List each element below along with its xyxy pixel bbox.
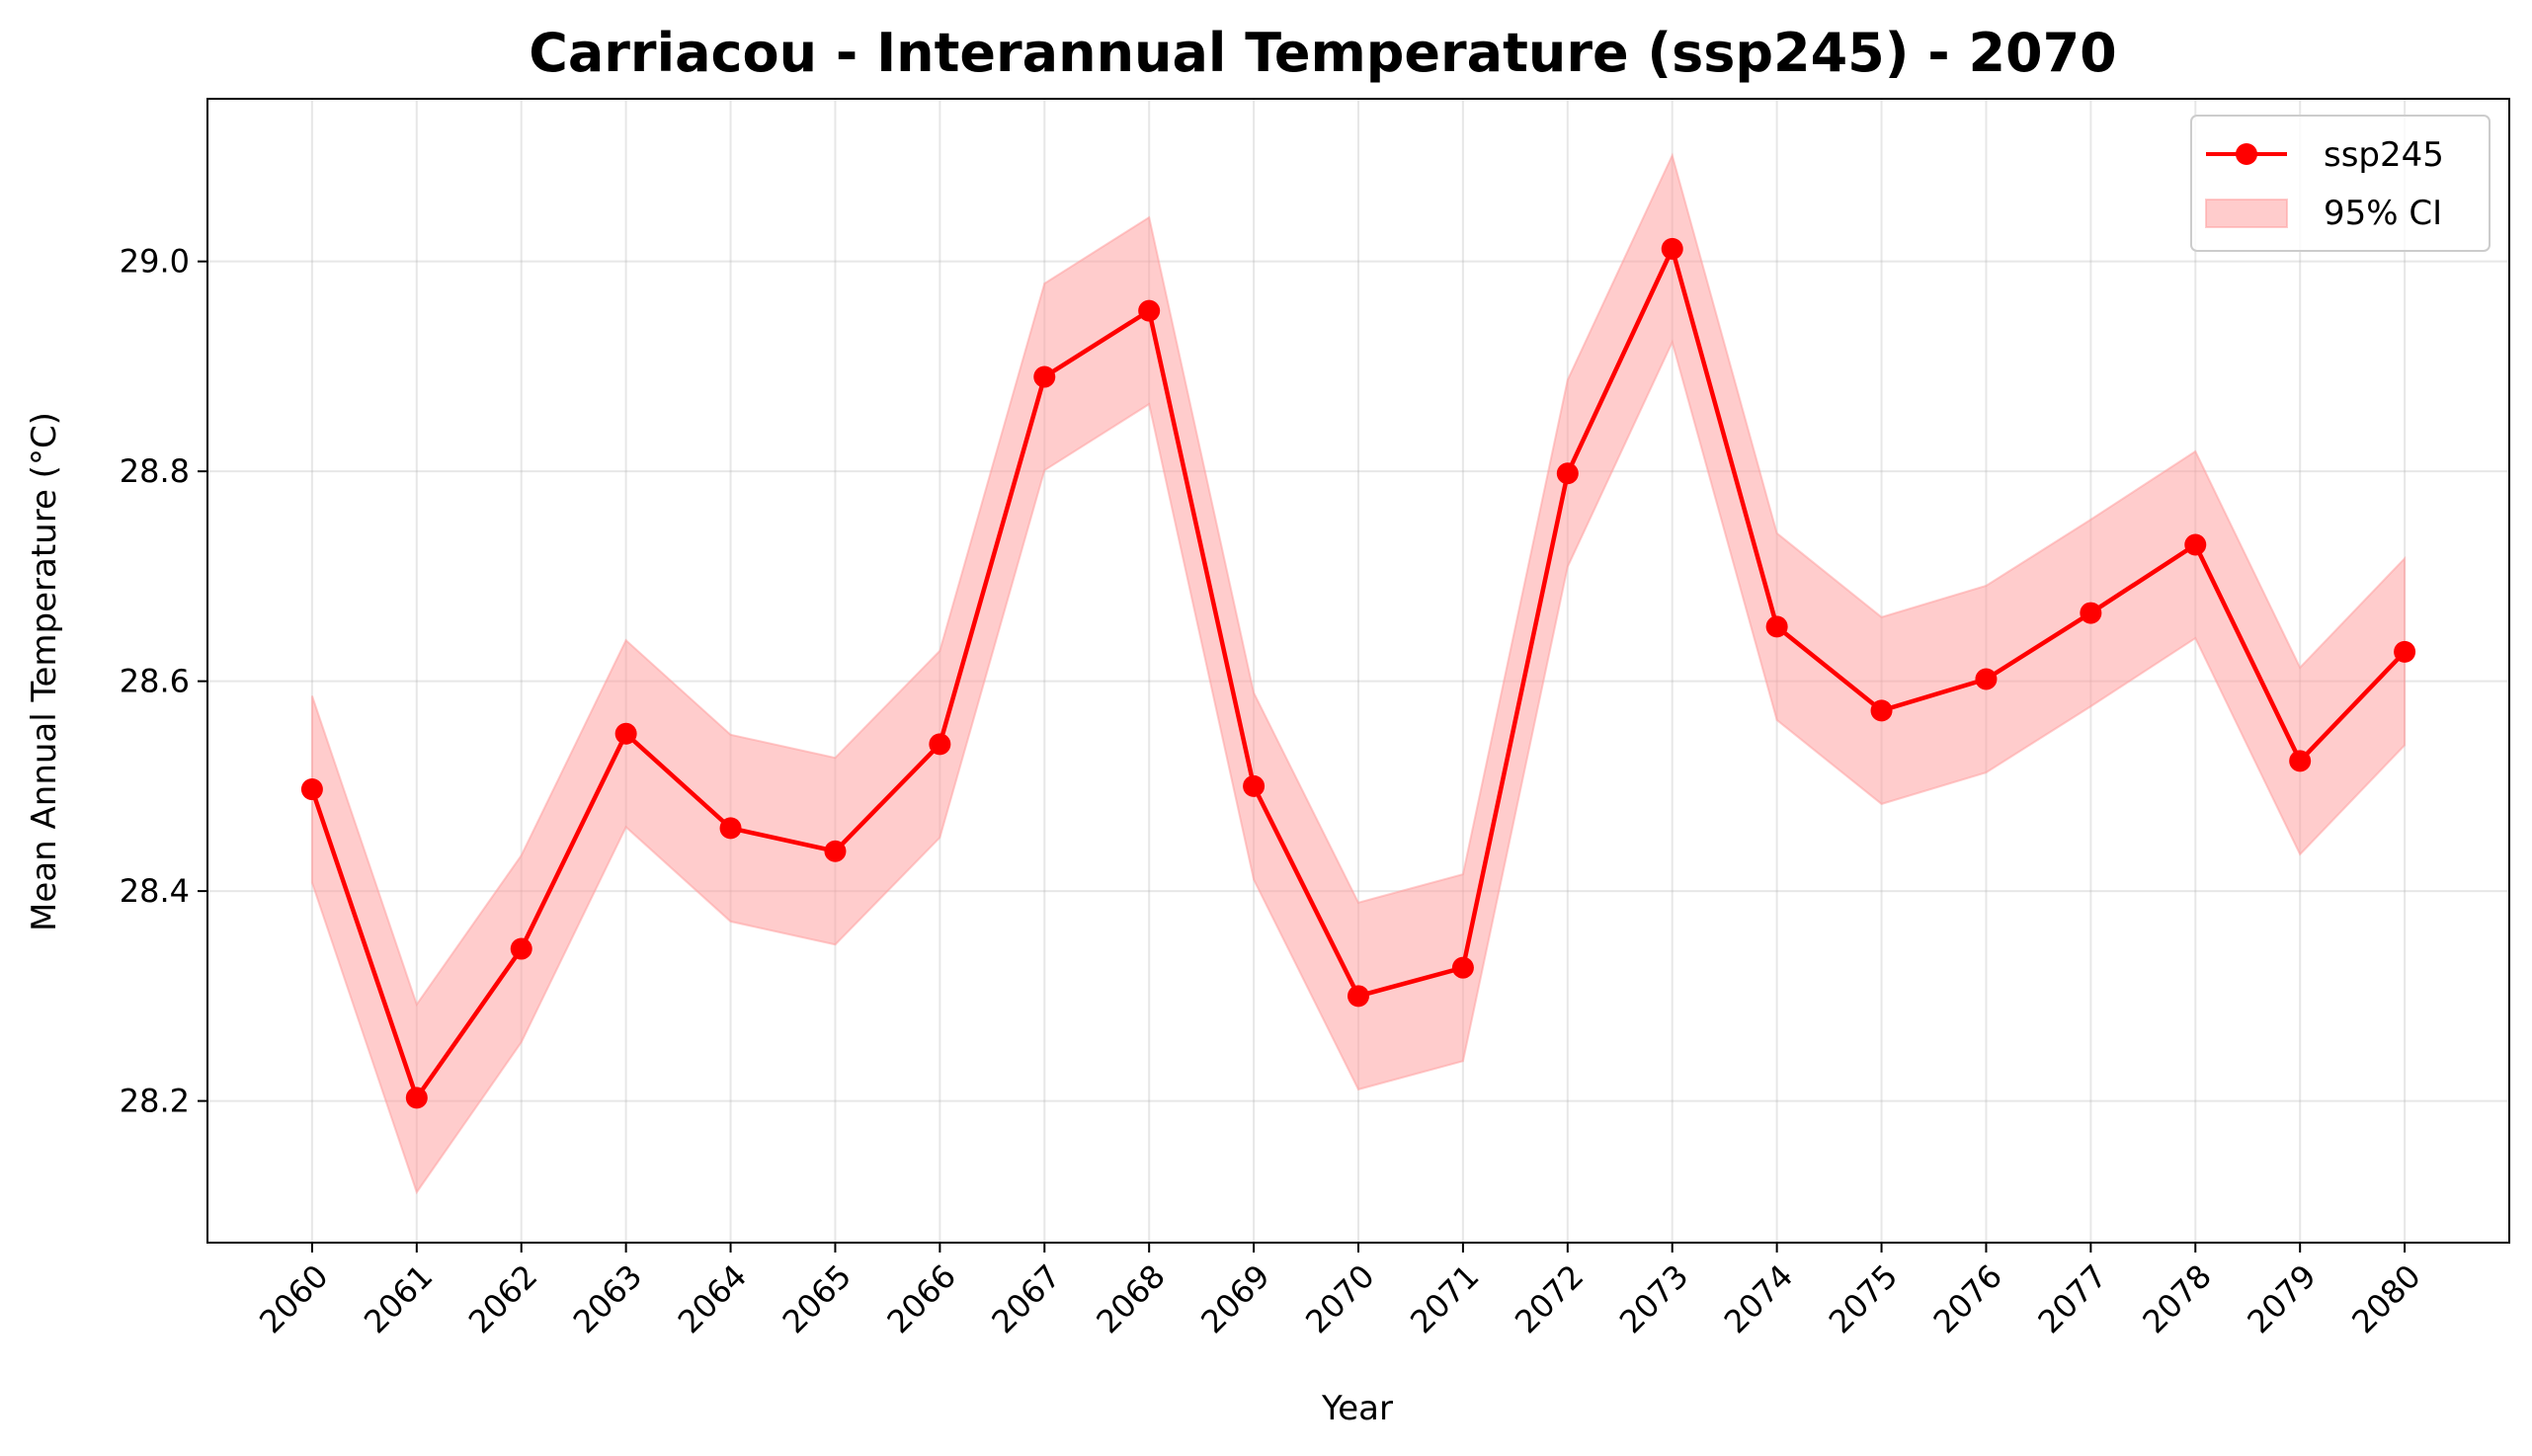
y-axis-ticks: 28.2 28.4 28.6 28.8 29.0 <box>120 243 207 1120</box>
legend-ci-patch <box>2205 199 2288 228</box>
legend: ssp245 95% CI <box>2190 115 2491 252</box>
legend-series-label: ssp245 <box>2324 135 2444 175</box>
x-tick-label: 2078 <box>2135 1257 2218 1340</box>
x-tick-label: 2066 <box>880 1257 963 1340</box>
data-point <box>719 817 742 840</box>
data-point <box>2289 750 2312 772</box>
data-point <box>1348 985 1369 1008</box>
x-tick-label: 2060 <box>252 1257 335 1340</box>
data-point <box>2394 640 2416 663</box>
x-axis-label: Year <box>1321 1389 1393 1428</box>
data-point <box>1138 299 1161 322</box>
x-tick-label: 2068 <box>1089 1257 1172 1340</box>
data-point <box>614 722 637 745</box>
chart-title: Carriacou - Interannual Temperature (ssp… <box>529 22 2117 84</box>
data-point <box>824 840 847 862</box>
x-tick-label: 2080 <box>2344 1257 2427 1340</box>
series-group <box>300 237 2416 1109</box>
x-axis-ticks: 2060 2061 2062 2063 2064 2065 2066 2067 2068 2069… <box>252 1243 2428 1340</box>
x-tick-label: 2065 <box>776 1257 858 1340</box>
x-tick-label: 2061 <box>357 1257 440 1340</box>
x-tick-label: 2073 <box>1612 1257 1695 1340</box>
data-point <box>510 937 532 960</box>
data-point <box>1870 699 1893 722</box>
x-tick-label: 2064 <box>671 1257 754 1340</box>
y-tick-label: 28.4 <box>120 872 190 910</box>
x-tick-label: 2071 <box>1403 1257 1486 1340</box>
x-tick-label: 2074 <box>1717 1257 1800 1340</box>
y-tick-label: 29.0 <box>120 243 190 281</box>
x-tick-label: 2072 <box>1508 1257 1591 1340</box>
legend-dot-marker <box>2236 143 2257 165</box>
data-point <box>1556 462 1579 485</box>
x-tick-label: 2077 <box>2031 1257 2114 1340</box>
data-point <box>1033 365 1056 388</box>
data-point <box>405 1087 428 1109</box>
data-point <box>300 778 323 801</box>
ci-band <box>310 152 2407 1195</box>
y-axis-label: Mean Annual Temperature (°C) <box>25 412 64 931</box>
data-point <box>1243 774 1266 797</box>
y-tick-label: 28.8 <box>120 452 190 490</box>
data-point <box>2080 602 2102 624</box>
x-tick-label: 2063 <box>566 1257 649 1340</box>
y-tick-label: 28.6 <box>120 663 190 700</box>
data-point <box>2184 533 2207 556</box>
ci-band-group <box>310 152 2407 1195</box>
data-point <box>1975 668 1998 690</box>
x-tick-label: 2067 <box>984 1257 1067 1340</box>
data-point <box>1451 956 1474 979</box>
y-tick-label: 28.2 <box>120 1083 190 1120</box>
data-point <box>1765 615 1788 638</box>
x-tick-label: 2070 <box>1298 1257 1381 1340</box>
x-tick-label: 2076 <box>1926 1257 2009 1340</box>
x-tick-label: 2075 <box>1822 1257 1905 1340</box>
data-point <box>929 733 951 756</box>
x-tick-label: 2069 <box>1193 1257 1276 1340</box>
x-tick-label: 2062 <box>461 1257 544 1340</box>
legend-ci-label: 95% CI <box>2324 194 2442 233</box>
x-tick-label: 2079 <box>2240 1257 2323 1340</box>
data-point <box>1661 237 1683 260</box>
